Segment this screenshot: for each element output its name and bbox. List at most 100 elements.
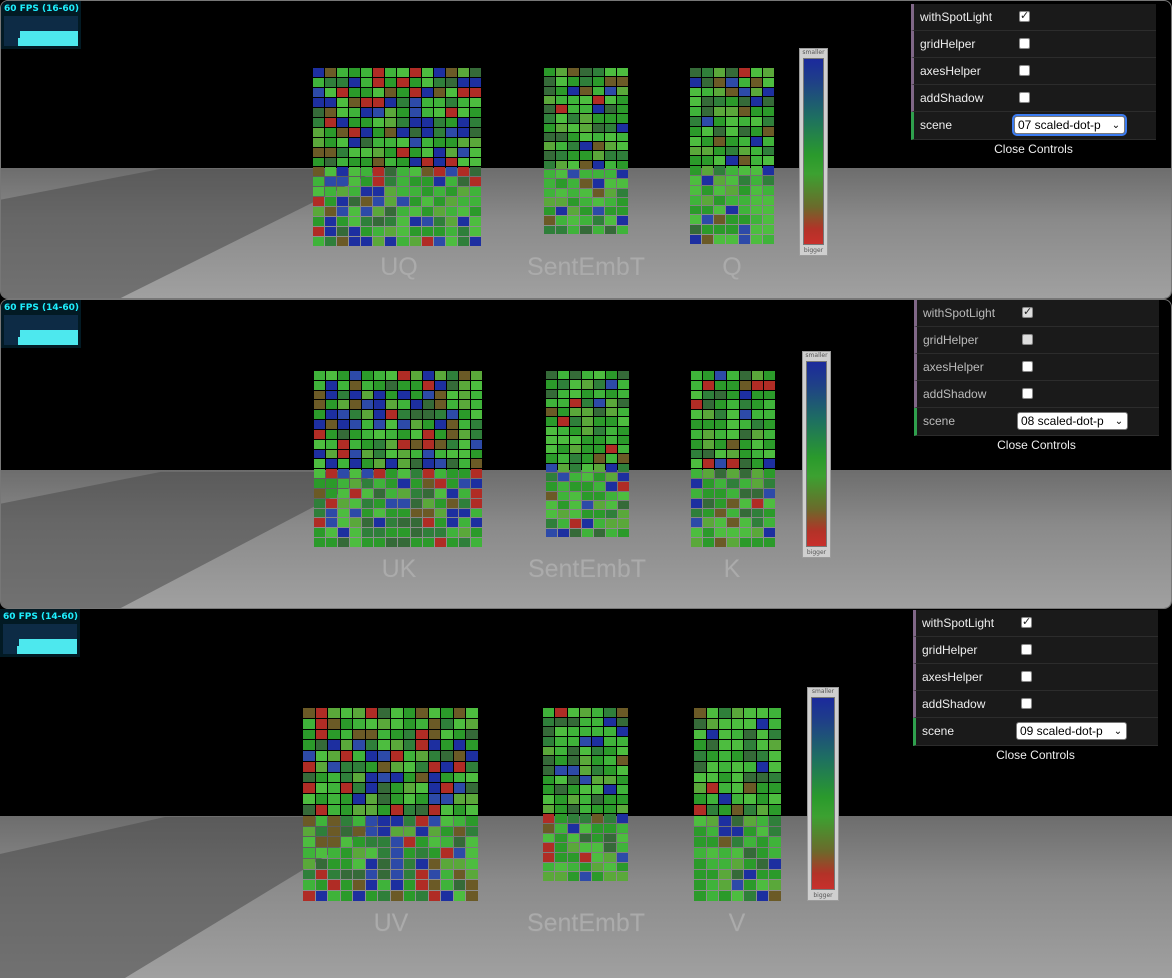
matrix-cell <box>373 187 385 197</box>
matrix-cell <box>606 491 617 500</box>
control-scene[interactable]: scene 09 scaled-dot-p ⌄ <box>913 718 1158 746</box>
control-with-spot-light[interactable]: withSpotLight <box>913 610 1158 637</box>
matrix-cell <box>470 380 482 390</box>
matrix-cell <box>618 408 629 417</box>
matrix-cell <box>421 167 433 177</box>
matrix-cell <box>543 737 555 746</box>
matrix-cell <box>568 216 580 225</box>
matrix-cell <box>744 815 756 826</box>
control-axes-helper[interactable]: axesHelper <box>913 664 1158 691</box>
with-spot-light-checkbox[interactable] <box>1019 9 1030 22</box>
with-spot-light-checkbox[interactable] <box>1022 305 1033 318</box>
control-add-shadow[interactable]: addShadow <box>914 381 1159 408</box>
matrix-cell <box>580 170 592 179</box>
close-controls-button[interactable]: Close Controls <box>911 140 1156 160</box>
control-grid-helper[interactable]: gridHelper <box>911 31 1156 58</box>
matrix-cell <box>751 390 763 400</box>
matrix-cell <box>416 718 428 729</box>
control-with-spot-light[interactable]: withSpotLight <box>914 300 1159 327</box>
fps-label: 60 FPS (14-60) <box>4 303 80 313</box>
matrix-cell <box>337 197 349 207</box>
matrix-cell <box>457 97 469 107</box>
matrix-cell <box>738 77 750 87</box>
matrix-cell <box>616 843 628 852</box>
matrix-cell <box>751 410 763 420</box>
control-grid-helper[interactable]: gridHelper <box>914 327 1159 354</box>
matrix-cell <box>446 449 458 459</box>
matrix-cell <box>446 488 458 498</box>
add-shadow-checkbox[interactable] <box>1022 388 1033 399</box>
close-controls-button[interactable]: Close Controls <box>913 746 1158 766</box>
matrix-cell <box>592 775 604 785</box>
matrix-cell <box>558 389 569 398</box>
matrix-cell <box>328 891 340 901</box>
matrix-cell <box>616 77 628 86</box>
grid-helper-checkbox[interactable] <box>1022 334 1033 345</box>
matrix-cell <box>458 439 470 449</box>
matrix-cell <box>543 824 555 833</box>
grid-helper-checkbox[interactable] <box>1021 644 1032 655</box>
matrix-cell <box>326 410 338 420</box>
control-axes-helper[interactable]: axesHelper <box>911 58 1156 85</box>
axes-helper-checkbox[interactable] <box>1019 65 1030 76</box>
control-grid-helper[interactable]: gridHelper <box>913 637 1158 664</box>
matrix-cell <box>445 97 457 107</box>
matrix-cell <box>314 429 326 439</box>
scene-select[interactable]: 07 scaled-dot-p ⌄ <box>1012 114 1127 136</box>
matrix-cell <box>579 708 592 717</box>
matrix-cell <box>338 469 350 479</box>
close-controls-button[interactable]: Close Controls <box>914 436 1159 456</box>
axes-helper-checkbox[interactable] <box>1022 361 1033 372</box>
matrix-cell <box>616 785 628 794</box>
matrix-cell <box>750 117 762 126</box>
with-spot-light-checkbox[interactable] <box>1021 615 1032 628</box>
matrix-cell <box>328 858 340 869</box>
matrix-cell <box>397 97 409 107</box>
fps-stats[interactable]: 60 FPS (16-60) <box>1 1 81 49</box>
matrix-cell <box>386 390 398 400</box>
matrix-cell <box>373 237 385 246</box>
fps-stats[interactable]: 60 FPS (14-60) <box>0 609 80 657</box>
matrix-cell <box>416 869 428 880</box>
control-with-spot-light[interactable]: withSpotLight <box>911 4 1156 31</box>
matrix-cell <box>469 227 481 237</box>
control-scene[interactable]: scene 08 scaled-dot-p ⌄ <box>914 408 1159 436</box>
matrix-cell <box>326 429 338 439</box>
matrix-cell <box>691 449 703 459</box>
matrix-cell <box>422 410 434 420</box>
matrix-cell <box>469 167 481 177</box>
matrix-cell <box>325 207 337 217</box>
scene-select[interactable]: 08 scaled-dot-p ⌄ <box>1017 412 1128 430</box>
control-axes-helper[interactable]: axesHelper <box>914 354 1159 381</box>
matrix-cell <box>567 766 579 775</box>
matrix-cell <box>579 795 592 804</box>
matrix-cell <box>337 207 349 217</box>
matrix-cell <box>337 237 349 246</box>
matrix-cell <box>727 488 739 498</box>
fps-stats[interactable]: 60 FPS (14-60) <box>1 300 81 348</box>
matrix-cell <box>543 795 555 804</box>
matrix-cell <box>361 77 373 87</box>
matrix-cell <box>457 87 469 97</box>
matrix-cell <box>738 185 750 195</box>
scene-select[interactable]: 09 scaled-dot-p ⌄ <box>1016 722 1127 740</box>
matrix-cell <box>714 107 726 117</box>
matrix-cell <box>441 880 453 891</box>
matrix-cell <box>618 417 629 426</box>
matrix-cell <box>744 848 756 858</box>
add-shadow-checkbox[interactable] <box>1019 92 1030 103</box>
matrix-cell <box>694 751 706 761</box>
matrix-cell <box>340 740 353 751</box>
matrix-cell <box>762 87 774 97</box>
control-add-shadow[interactable]: addShadow <box>913 691 1158 718</box>
grid-helper-checkbox[interactable] <box>1019 38 1030 49</box>
axes-helper-checkbox[interactable] <box>1021 671 1032 682</box>
matrix-cell <box>702 97 714 107</box>
add-shadow-checkbox[interactable] <box>1021 698 1032 709</box>
matrix-cell <box>751 380 763 390</box>
matrix-cell <box>580 207 592 216</box>
control-scene[interactable]: scene 07 scaled-dot-p ⌄ <box>911 112 1156 140</box>
matrix-cell <box>350 390 362 400</box>
matrix-cell <box>604 142 616 151</box>
control-add-shadow[interactable]: addShadow <box>911 85 1156 112</box>
